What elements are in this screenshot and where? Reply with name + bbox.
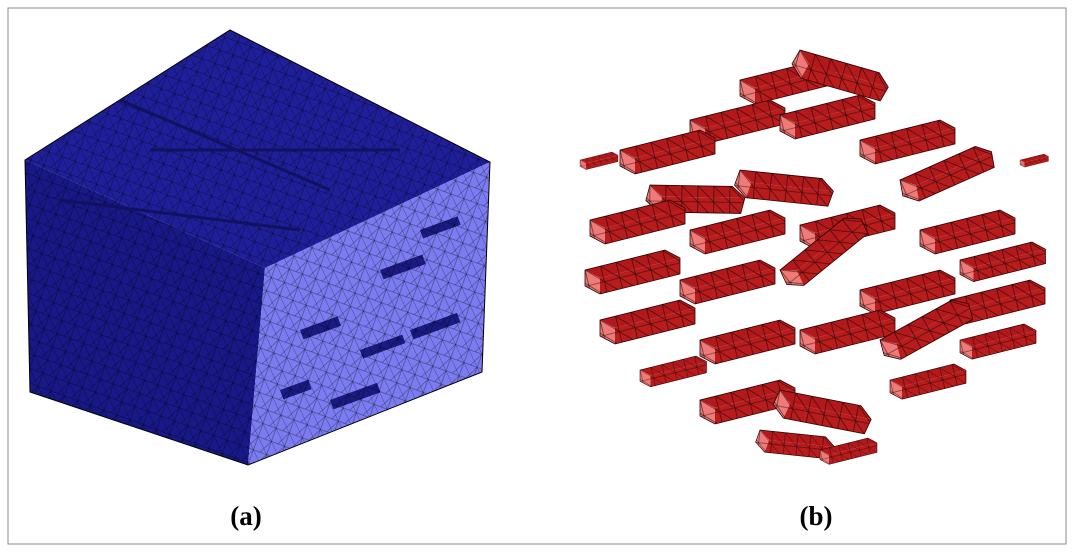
page: (a) (b) (() => { const data = JSON.parse… xyxy=(0,0,1074,552)
panel-label: (a) xyxy=(230,501,261,531)
panel-label: (b) xyxy=(800,501,833,531)
figure: (a) (b) xyxy=(0,0,1074,552)
